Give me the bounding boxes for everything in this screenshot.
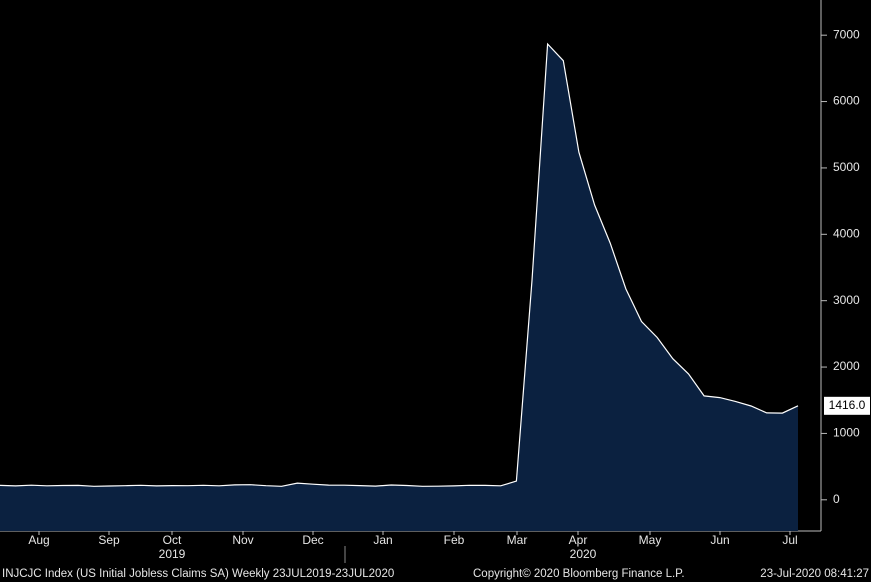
year-label: 2019 — [159, 547, 186, 561]
x-tick-label: Jan — [373, 533, 392, 547]
x-tick-label: Jul — [782, 533, 797, 547]
y-tick-label: 2000 — [833, 359, 860, 373]
y-tick-label: 6000 — [833, 94, 860, 108]
y-tick-label: 0 — [833, 492, 840, 506]
footer-right: 23-Jul-2020 08:41:27 — [760, 568, 869, 580]
x-tick-label: Jun — [710, 533, 729, 547]
footer-mid: Copyright© 2020 Bloomberg Finance L.P. — [473, 568, 685, 580]
x-tick-label: Oct — [163, 533, 182, 547]
last-value-tag — [824, 396, 870, 415]
y-tick-label: 5000 — [833, 160, 860, 174]
y-tick-label: 3000 — [833, 293, 860, 307]
x-tick-label: Feb — [444, 533, 465, 547]
line — [0, 42, 799, 487]
x-tick-label: May — [639, 533, 662, 547]
footer-left: INJCJC Index (US Initial Jobless Claims … — [2, 568, 394, 580]
x-tick-label: Aug — [28, 533, 49, 547]
y-tick-label: 7000 — [833, 27, 860, 41]
area — [0, 44, 798, 531]
x-tick-label: Nov — [232, 533, 253, 547]
x-tick-label: Apr — [569, 533, 588, 547]
y-tick-label: 1000 — [833, 426, 860, 440]
y-tick-label: 4000 — [833, 226, 860, 240]
x-tick-label: Sep — [98, 533, 120, 547]
last-value-label: 1416.0 — [829, 398, 866, 412]
x-tick-label: Mar — [507, 533, 528, 547]
x-tick-label: Dec — [302, 533, 323, 547]
year-label: 2020 — [570, 547, 597, 561]
